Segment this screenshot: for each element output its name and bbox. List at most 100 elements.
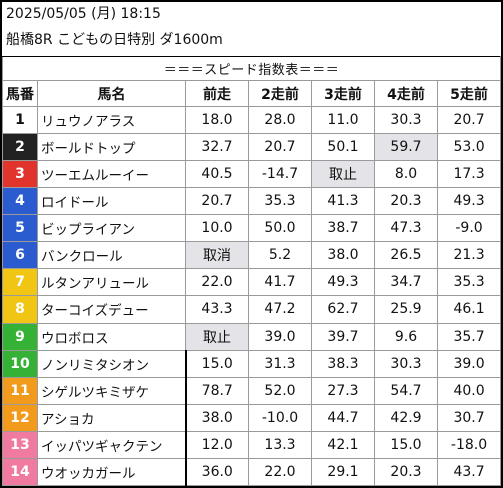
horse-number-cell: 1 [3, 107, 38, 134]
horse-number-cell: 9 [3, 323, 38, 350]
speed-index-cell: 38.0 [186, 404, 249, 431]
speed-index-cell: 52.0 [249, 377, 312, 404]
speed-index-cell: 15.0 [186, 350, 249, 377]
speed-index-cell: -18.0 [438, 431, 501, 458]
speed-index-cell: 41.3 [312, 188, 375, 215]
col-header-horse-name: 馬名 [38, 81, 186, 107]
speed-index-cell: 30.3 [375, 107, 438, 134]
speed-index-cell: 20.7 [186, 188, 249, 215]
horse-number-cell: 5 [3, 215, 38, 242]
horse-number-cell: 12 [3, 404, 38, 431]
horse-name-cell: ツーエムルーイー [38, 161, 186, 188]
horse-number-cell: 6 [3, 242, 38, 269]
speed-index-cell: 38.0 [312, 242, 375, 269]
speed-index-cell: 20.3 [375, 458, 438, 485]
col-header-last-race: 前走 [186, 81, 249, 107]
table-row: 10 ノンリミタシオン 15.0 31.3 38.3 30.3 39.0 [3, 350, 501, 377]
speed-index-cell: 11.0 [312, 107, 375, 134]
speed-index-cell: 35.3 [438, 269, 501, 296]
col-header-2-races-ago: 2走前 [249, 81, 312, 107]
speed-index-cell: 62.7 [312, 296, 375, 323]
horse-number-cell: 3 [3, 161, 38, 188]
speed-index-cell: 18.0 [186, 107, 249, 134]
speed-index-cell: 41.7 [249, 269, 312, 296]
speed-index-cell: 20.7 [249, 134, 312, 161]
horse-number-cell: 7 [3, 269, 38, 296]
speed-index-cell: 10.0 [186, 215, 249, 242]
speed-index-cell: 15.0 [375, 431, 438, 458]
horse-name-cell: ノンリミタシオン [38, 350, 186, 377]
horse-name-cell: ウロボロス [38, 323, 186, 350]
speed-index-cell: 54.7 [375, 377, 438, 404]
horse-name-cell: イッパツギャクテン [38, 431, 186, 458]
speed-index-cell: 22.0 [186, 269, 249, 296]
speed-index-cell: 43.3 [186, 296, 249, 323]
speed-index-cell: 5.2 [249, 242, 312, 269]
horse-name-cell: ターコイズデュー [38, 296, 186, 323]
table-row: 6 バンクロール 取消 5.2 38.0 26.5 21.3 [3, 242, 501, 269]
speed-index-cell: 59.7 [375, 134, 438, 161]
speed-index-cell: 35.3 [249, 188, 312, 215]
col-header-4-races-ago: 4走前 [375, 81, 438, 107]
speed-index-cell: 78.7 [186, 377, 249, 404]
speed-index-cell: 32.7 [186, 134, 249, 161]
speed-index-cell: 46.1 [438, 296, 501, 323]
race-title: 船橋8R こどもの日特別 ダ1600m [6, 32, 223, 48]
horse-name-cell: ビップライアン [38, 215, 186, 242]
horse-number-cell: 10 [3, 350, 38, 377]
horse-number-cell: 2 [3, 134, 38, 161]
speed-index-cell: -14.7 [249, 161, 312, 188]
speed-index-cell: 21.3 [438, 242, 501, 269]
speed-index-table: ＝＝＝スピード指数表＝＝＝ 馬番 馬名 前走 2走前 3走前 4走前 5走前 1 リュウノアラ… [2, 56, 501, 486]
speed-index-cell: 20.7 [438, 107, 501, 134]
horse-name-cell: リュウノアラス [38, 107, 186, 134]
speed-index-cell: 50.0 [249, 215, 312, 242]
speed-index-cell: 13.3 [249, 431, 312, 458]
table-row: 5 ビップライアン 10.0 50.0 38.7 47.3 -9.0 [3, 215, 501, 242]
speed-index-cell: 取消 [186, 242, 249, 269]
horse-number-cell: 11 [3, 377, 38, 404]
speed-index-cell: 取止 [312, 161, 375, 188]
horse-name-cell: バンクロール [38, 242, 186, 269]
speed-index-cell: 38.7 [312, 215, 375, 242]
speed-index-cell: 30.3 [375, 350, 438, 377]
horse-number-cell: 14 [3, 458, 38, 485]
speed-index-cell: 31.3 [249, 350, 312, 377]
col-header-3-races-ago: 3走前 [312, 81, 375, 107]
speed-index-cell: 22.0 [249, 458, 312, 485]
speed-index-cell: 49.3 [438, 188, 501, 215]
speed-index-cell: 35.7 [438, 323, 501, 350]
speed-index-cell: 42.1 [312, 431, 375, 458]
speed-index-cell: 29.1 [312, 458, 375, 485]
speed-index-cell: 30.7 [438, 404, 501, 431]
table-row: 2 ボールドトップ 32.7 20.7 50.1 59.7 53.0 [3, 134, 501, 161]
table-banner: ＝＝＝スピード指数表＝＝＝ [3, 57, 501, 81]
speed-index-cell: 39.7 [312, 323, 375, 350]
speed-index-cell: -10.0 [249, 404, 312, 431]
speed-index-cell: 34.7 [375, 269, 438, 296]
table-row: 3 ツーエムルーイー 40.5 -14.7 取止 8.0 17.3 [3, 161, 501, 188]
horse-name-cell: ロイドール [38, 188, 186, 215]
speed-index-cell: 39.0 [249, 323, 312, 350]
table-row: 9 ウロボロス 取止 39.0 39.7 9.6 35.7 [3, 323, 501, 350]
table-row: 13 イッパツギャクテン 12.0 13.3 42.1 15.0 -18.0 [3, 431, 501, 458]
horse-name-cell: ボールドトップ [38, 134, 186, 161]
speed-index-cell: 49.3 [312, 269, 375, 296]
horse-number-cell: 4 [3, 188, 38, 215]
horse-name-cell: ルタンアリュール [38, 269, 186, 296]
table-row: 4 ロイドール 20.7 35.3 41.3 20.3 49.3 [3, 188, 501, 215]
speed-index-cell: 38.3 [312, 350, 375, 377]
horse-name-cell: アショカ [38, 404, 186, 431]
table-row: 7 ルタンアリュール 22.0 41.7 49.3 34.7 35.3 [3, 269, 501, 296]
col-header-number: 馬番 [3, 81, 38, 107]
race-datetime: 2025/05/05 (月) 18:15 [6, 6, 161, 22]
horse-name-cell: シゲルツキミザケ [38, 377, 186, 404]
speed-index-cell: 36.0 [186, 458, 249, 485]
speed-index-cell: -9.0 [438, 215, 501, 242]
speed-index-cell: 47.3 [375, 215, 438, 242]
speed-index-cell: 40.5 [186, 161, 249, 188]
speed-index-cell: 17.3 [438, 161, 501, 188]
speed-index-cell: 40.0 [438, 377, 501, 404]
col-header-5-races-ago: 5走前 [438, 81, 501, 107]
speed-index-cell: 28.0 [249, 107, 312, 134]
